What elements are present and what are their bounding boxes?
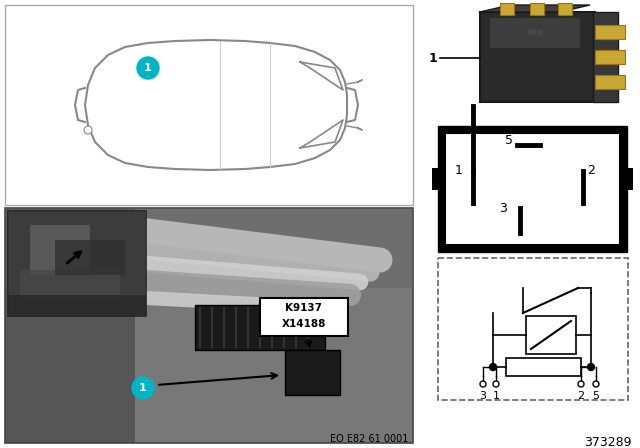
PathPatch shape	[480, 5, 590, 12]
Text: 3: 3	[479, 391, 486, 401]
Bar	[445, 133, 620, 245]
Text: EO E82 61 0001: EO E82 61 0001	[330, 434, 408, 444]
PathPatch shape	[85, 40, 347, 170]
Bar	[626, 168, 633, 190]
Text: X14188: X14188	[282, 319, 326, 329]
Bar	[490, 18, 580, 48]
Text: 2: 2	[577, 391, 584, 401]
Bar	[8, 295, 146, 316]
Circle shape	[493, 381, 499, 387]
Bar	[5, 208, 135, 443]
Circle shape	[490, 363, 497, 370]
Bar	[5, 5, 413, 205]
Bar	[438, 258, 628, 400]
Bar	[435, 5, 633, 125]
Bar	[30, 225, 90, 275]
Circle shape	[132, 377, 154, 399]
Bar	[480, 12, 595, 102]
Text: 1: 1	[428, 52, 437, 65]
Text: 2: 2	[587, 164, 595, 177]
Bar	[285, 350, 340, 395]
Bar	[595, 25, 625, 39]
Bar	[595, 50, 625, 64]
Text: 3: 3	[499, 202, 507, 215]
Bar	[506, 358, 581, 376]
Bar	[5, 208, 413, 443]
Bar	[438, 126, 627, 252]
Circle shape	[593, 381, 599, 387]
Bar	[500, 3, 514, 15]
Bar	[432, 168, 439, 190]
Circle shape	[84, 126, 92, 134]
Text: K9137: K9137	[285, 303, 323, 313]
Bar	[8, 211, 146, 316]
Bar	[526, 316, 576, 354]
Text: 373289: 373289	[584, 435, 632, 448]
Bar	[55, 240, 125, 275]
Bar	[558, 3, 572, 15]
Bar	[593, 12, 618, 102]
Circle shape	[480, 381, 486, 387]
Text: 5: 5	[505, 134, 513, 147]
Circle shape	[588, 363, 595, 370]
Bar	[8, 211, 146, 316]
Circle shape	[137, 57, 159, 79]
Bar	[595, 75, 625, 89]
Text: 1: 1	[139, 383, 147, 393]
Text: 1: 1	[455, 164, 463, 177]
Text: 5: 5	[593, 391, 600, 401]
Text: 1: 1	[493, 391, 499, 401]
Circle shape	[578, 381, 584, 387]
Text: 1: 1	[144, 63, 152, 73]
Bar	[195, 305, 325, 350]
Bar	[260, 298, 348, 336]
Bar	[530, 3, 544, 15]
Bar	[5, 208, 413, 288]
Text: BMW: BMW	[526, 30, 544, 36]
Bar	[20, 270, 120, 300]
